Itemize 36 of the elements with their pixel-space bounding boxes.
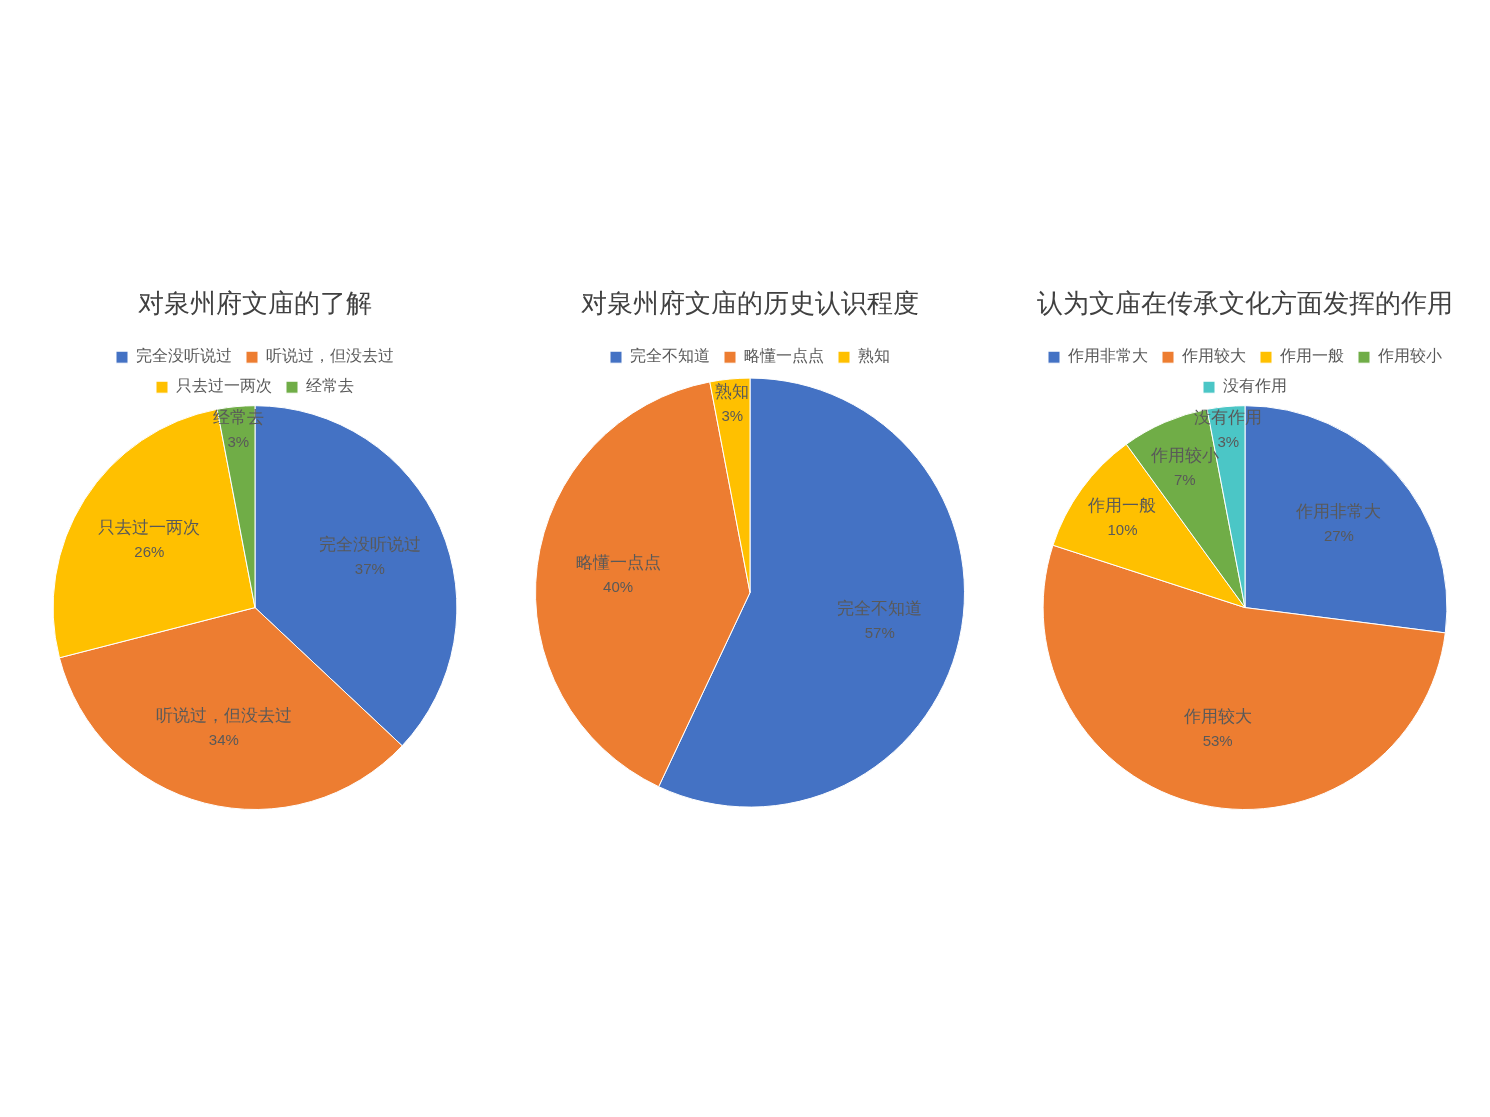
data-label: 40%: [603, 578, 634, 596]
data-label: 27%: [1323, 526, 1354, 544]
data-label: 53%: [1202, 731, 1233, 749]
data-label: 26%: [134, 542, 165, 560]
data-label: 10%: [1107, 520, 1138, 538]
slice-label: 听说过，但没去过: [155, 706, 292, 726]
chart-title: 对泉州府文庙的了解: [138, 289, 372, 319]
slice-label: 只去过一两次: [98, 517, 201, 537]
legend-label: 听说过，但没去过: [266, 347, 394, 365]
legend-label: 经常去: [306, 377, 354, 395]
slice-label: 略懂一点点: [575, 553, 661, 573]
legend-label: 熟知: [858, 347, 890, 365]
data-label: 3%: [721, 406, 744, 424]
legend-label: 只去过一两次: [176, 377, 272, 395]
legend-label: 完全没听说过: [136, 347, 232, 365]
data-label: 7%: [1174, 470, 1196, 488]
legend-label: 完全不知道: [630, 347, 710, 365]
slice-label: 作用一般: [1087, 496, 1157, 516]
slice-label: 作用非常大: [1295, 502, 1382, 522]
data-label: 34%: [208, 730, 239, 748]
legend-label: 没有作用: [1223, 377, 1287, 395]
data-label: 3%: [227, 432, 250, 450]
slice-label: 完全没听说过: [318, 535, 421, 555]
data-label: 3%: [1217, 432, 1240, 450]
chart-title: 对泉州府文庙的历史认识程度: [581, 289, 919, 319]
data-label: 37%: [354, 560, 385, 578]
slice-label: 作用较大: [1182, 707, 1252, 727]
slice-label: 完全不知道: [837, 599, 923, 619]
legend-label: 作用一般: [1279, 347, 1344, 365]
legend-label: 略懂一点点: [744, 347, 824, 365]
data-label: 57%: [864, 623, 895, 641]
chart-title: 认为文庙在传承文化方面发挥的作用: [1037, 289, 1453, 319]
slice-label: 熟知: [715, 382, 750, 402]
legend-label: 作用较小: [1377, 347, 1442, 365]
legend-label: 作用非常大: [1067, 347, 1148, 365]
legend-label: 作用较大: [1181, 347, 1246, 365]
